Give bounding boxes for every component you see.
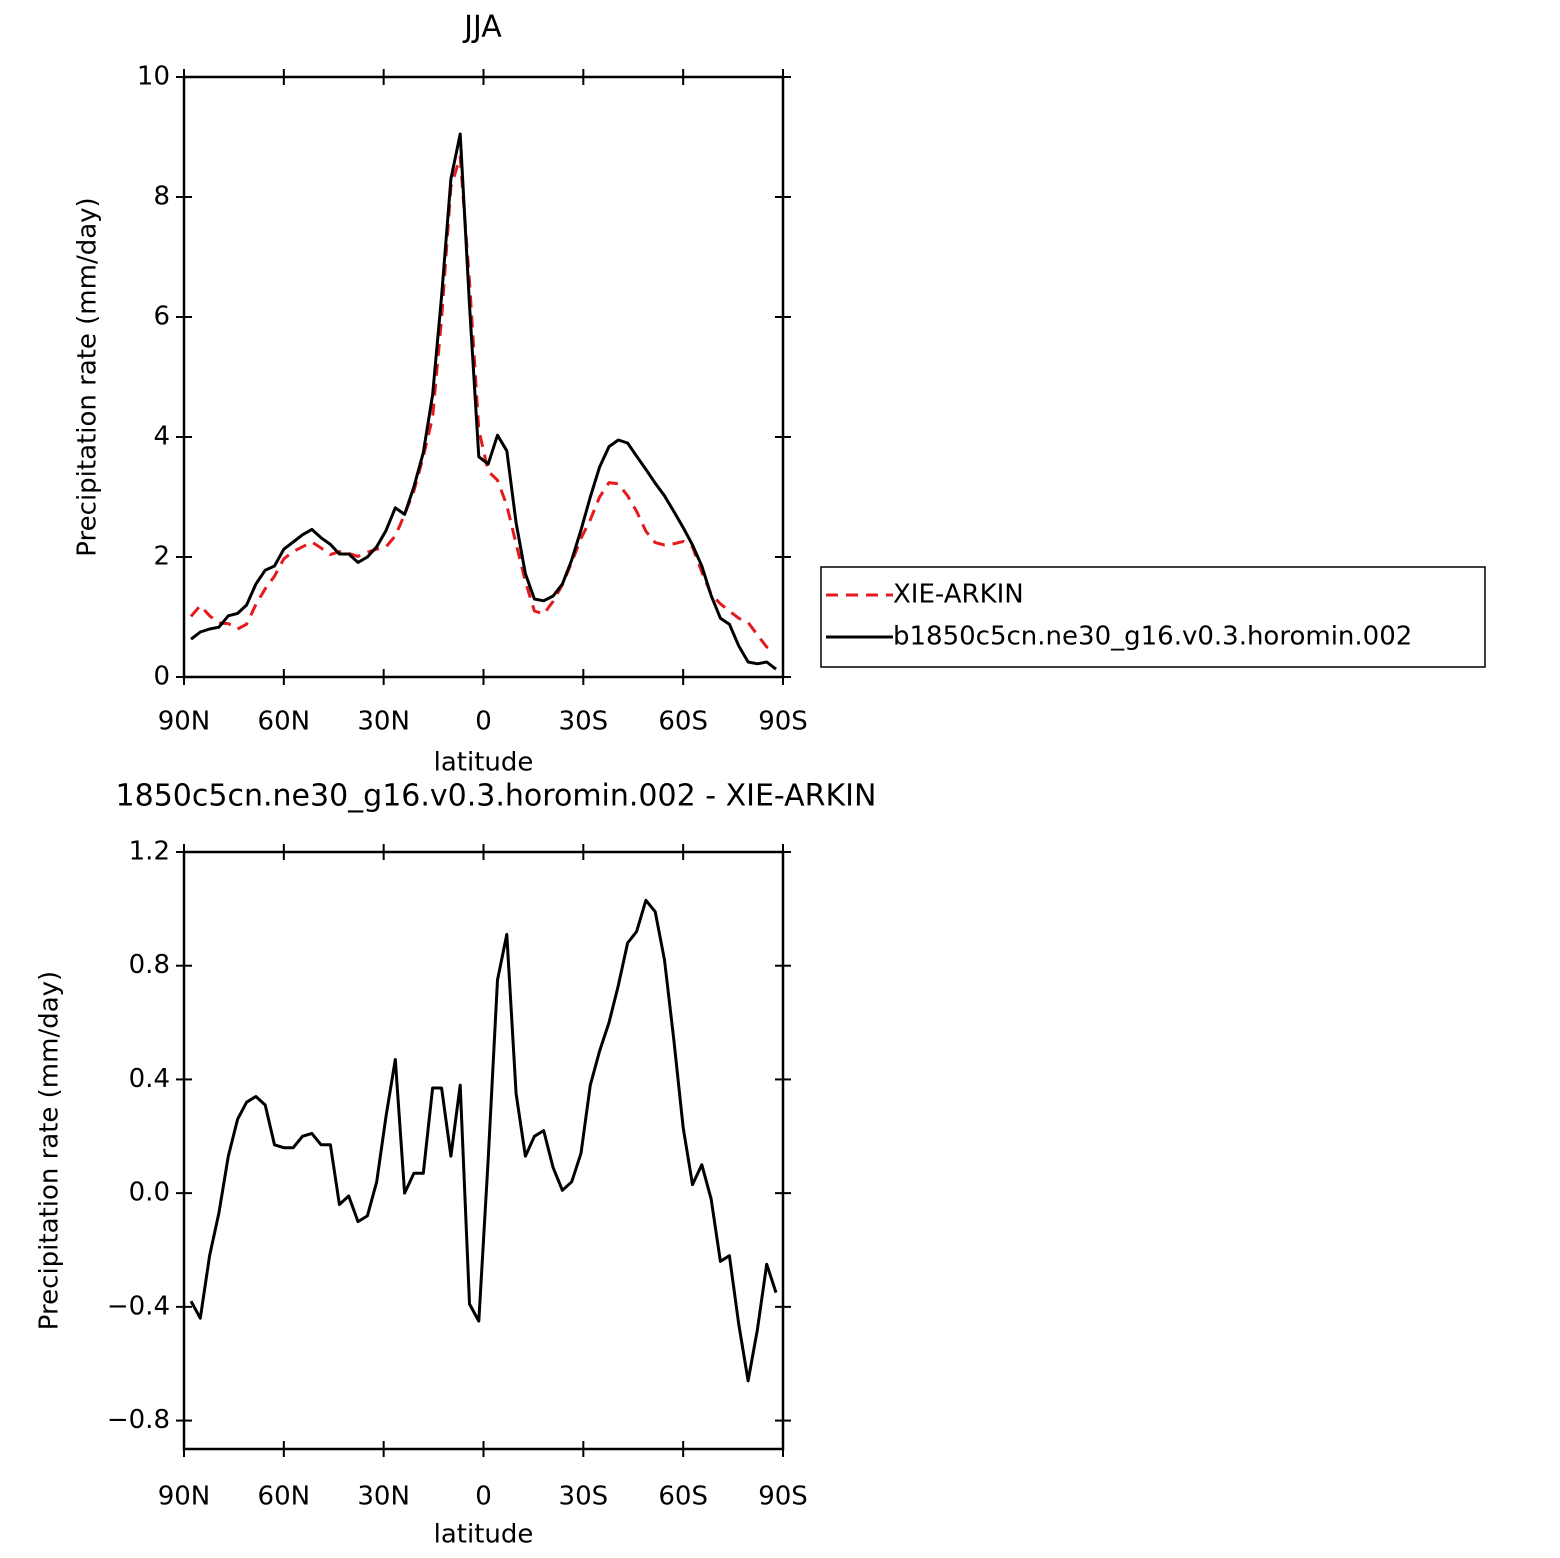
x-tick-label: 60S <box>658 1482 708 1512</box>
x-tick-label: 30S <box>559 1482 609 1512</box>
legend-label: XIE-ARKIN <box>893 580 1024 610</box>
y-tick-label: 1.2 <box>129 837 170 867</box>
x-axis-label: latitude <box>434 1520 534 1550</box>
data-line <box>190 132 777 671</box>
x-axis-label: latitude <box>434 748 534 778</box>
y-tick-label: 0.4 <box>129 1064 170 1094</box>
y-tick-label: 6 <box>153 302 170 332</box>
data-line <box>189 898 778 1383</box>
x-tick-label: 30S <box>559 707 609 737</box>
x-tick-label: 60N <box>258 1482 311 1512</box>
y-tick-label: −0.8 <box>107 1405 170 1435</box>
y-tick-label: 4 <box>153 422 170 452</box>
y-tick-label: 0 <box>153 662 170 692</box>
y-tick-label: 10 <box>137 62 170 92</box>
y-tick-label: 2 <box>153 542 170 572</box>
y-tick-label: 0.8 <box>129 950 170 980</box>
plot-frame <box>182 850 785 1451</box>
x-tick-label: 0 <box>475 1482 492 1512</box>
y-tick-label: 8 <box>153 182 170 212</box>
x-tick-label: 90N <box>158 707 211 737</box>
legend-box <box>820 566 1486 668</box>
chart-title: 1850c5cn.ne30_g16.v0.3.horomin.002 - XIE… <box>116 779 877 814</box>
x-tick-label: 30N <box>357 1482 410 1512</box>
chart-title: JJA <box>462 10 502 45</box>
y-axis-label: Precipitation rate (mm/day) <box>35 971 65 1330</box>
x-tick-label: 0 <box>475 707 492 737</box>
x-tick-label: 60S <box>658 707 708 737</box>
data-line <box>189 155 777 650</box>
y-axis-label: Precipitation rate (mm/day) <box>73 197 103 556</box>
plot-frame <box>182 75 785 679</box>
y-tick-label: −0.4 <box>107 1291 170 1321</box>
x-tick-label: 60N <box>258 707 311 737</box>
x-tick-label: 30N <box>357 707 410 737</box>
legend-label: b1850c5cn.ne30_g16.v0.3.horomin.002 <box>893 622 1412 652</box>
x-tick-label: 90S <box>758 707 808 737</box>
x-tick-label: 90N <box>158 1482 211 1512</box>
y-tick-label: 0.0 <box>129 1178 170 1208</box>
x-tick-label: 90S <box>758 1482 808 1512</box>
